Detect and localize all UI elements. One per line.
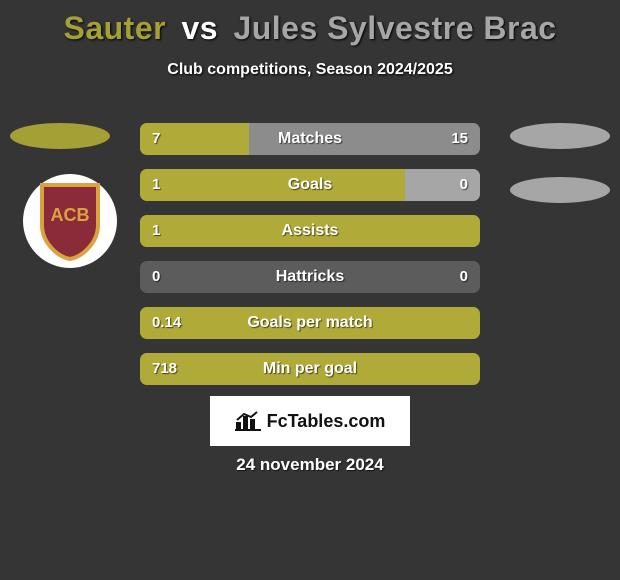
stat-label: Matches: [140, 123, 480, 155]
stat-row: 0.14Goals per match: [140, 307, 480, 339]
subtitle: Club competitions, Season 2024/2025: [0, 61, 620, 79]
club-badge: ACB: [23, 174, 117, 268]
player-ellipse: [510, 177, 610, 203]
branding-badge: FcTables.com: [210, 396, 410, 446]
stat-label: Goals: [140, 169, 480, 201]
stat-row: 715Matches: [140, 123, 480, 155]
stat-row: 1Assists: [140, 215, 480, 247]
stat-row: 00Hattricks: [140, 261, 480, 293]
shield-icon: ACB: [38, 181, 102, 261]
title-player1: Sauter: [63, 10, 166, 46]
player-ellipse: [510, 123, 610, 149]
stat-label: Assists: [140, 215, 480, 247]
svg-text:ACB: ACB: [51, 205, 90, 225]
stat-rows: 715Matches 10Goals 1Assists 00Hattricks 0.14…: [140, 123, 480, 399]
player-ellipse: [10, 123, 110, 149]
branding-text: FcTables.com: [267, 411, 386, 432]
stat-label: Hattricks: [140, 261, 480, 293]
stat-row: 718Min per goal: [140, 353, 480, 385]
date-label: 24 november 2024: [0, 455, 620, 475]
comparison-infographic: Sauter vs Jules Sylvestre Brac Club comp…: [0, 0, 620, 580]
stat-label: Min per goal: [140, 353, 480, 385]
title-player2: Jules Sylvestre Brac: [233, 10, 556, 46]
stat-label: Goals per match: [140, 307, 480, 339]
bars-icon: [235, 410, 261, 432]
stat-row: 10Goals: [140, 169, 480, 201]
page-title: Sauter vs Jules Sylvestre Brac: [0, 0, 620, 47]
title-vs: vs: [181, 10, 218, 46]
